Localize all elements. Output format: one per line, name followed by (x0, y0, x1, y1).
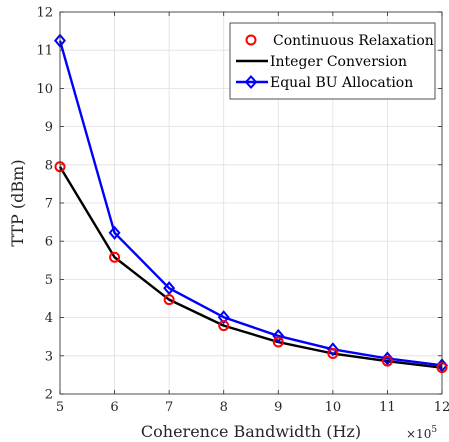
y-tick-label: 9 (45, 120, 53, 135)
y-tick-label: 8 (45, 158, 53, 173)
data-point-continuous-relaxation (218, 320, 230, 332)
x-tick-label: 9 (274, 400, 282, 415)
data-point-continuous-relaxation (163, 294, 175, 306)
x-tick-label: 11 (379, 400, 396, 415)
x-tick-label: 6 (110, 400, 118, 415)
legend-marker-circle-icon (245, 34, 257, 46)
data-point-continuous-relaxation (381, 355, 393, 367)
y-tick-label: 2 (45, 388, 53, 403)
series-line-equal-bu-allocation (58, 40, 443, 367)
y-tick-label: 12 (36, 6, 53, 21)
y-tick-label: 5 (45, 273, 53, 288)
y-tick-label: 7 (45, 197, 53, 212)
y-tick-label: 10 (36, 82, 53, 97)
x-axis-label: Coherence Bandwidth (Hz) (141, 422, 361, 441)
data-point-continuous-relaxation (272, 336, 284, 348)
y-tick-label: 4 (45, 311, 53, 326)
legend-entry-equal-bu-allocation: Equal BU Allocation (236, 75, 413, 91)
legend: Continuous Relaxation Integer Conversion… (229, 22, 436, 100)
y-tick-label: 11 (36, 44, 53, 59)
legend-marker-diamond-icon (244, 75, 258, 89)
y-axis-label: TTP (dBm) (8, 159, 27, 246)
data-point-equal-bu-allocation (108, 225, 121, 240)
data-point-equal-bu-allocation (272, 328, 285, 343)
data-point-equal-bu-allocation (163, 281, 176, 296)
x-exponent-base: ×10 (406, 427, 431, 441)
x-tick-label: 7 (165, 400, 173, 415)
legend-label-integer-conversion: Integer Conversion (270, 54, 407, 70)
legend-entry-continuous-relaxation: Continuous Relaxation (245, 33, 434, 49)
data-point-continuous-relaxation (327, 348, 339, 360)
y-tick-label: 6 (45, 235, 53, 250)
x-exponent-power: 5 (431, 425, 437, 435)
legend-label-continuous-relaxation: Continuous Relaxation (273, 33, 434, 49)
x-tick-label: 12 (434, 400, 449, 415)
data-point-continuous-relaxation (109, 251, 121, 263)
data-point-equal-bu-allocation (217, 310, 230, 325)
data-point-equal-bu-allocation (326, 342, 339, 357)
legend-entry-integer-conversion: Integer Conversion (236, 54, 407, 70)
y-tick-label: 3 (45, 349, 53, 364)
plot-frame (59, 11, 443, 395)
y-ticks: 2 3 4 5 6 7 8 9 10 11 12 (36, 6, 442, 403)
x-tick-label: 10 (325, 400, 342, 415)
series-line-integer-conversion (58, 166, 443, 369)
x-exponent-label: ×105 (406, 425, 437, 441)
legend-label-equal-bu-allocation: Equal BU Allocation (270, 75, 413, 91)
x-tick-label: 8 (220, 400, 228, 415)
x-tick-label: 5 (56, 400, 64, 415)
